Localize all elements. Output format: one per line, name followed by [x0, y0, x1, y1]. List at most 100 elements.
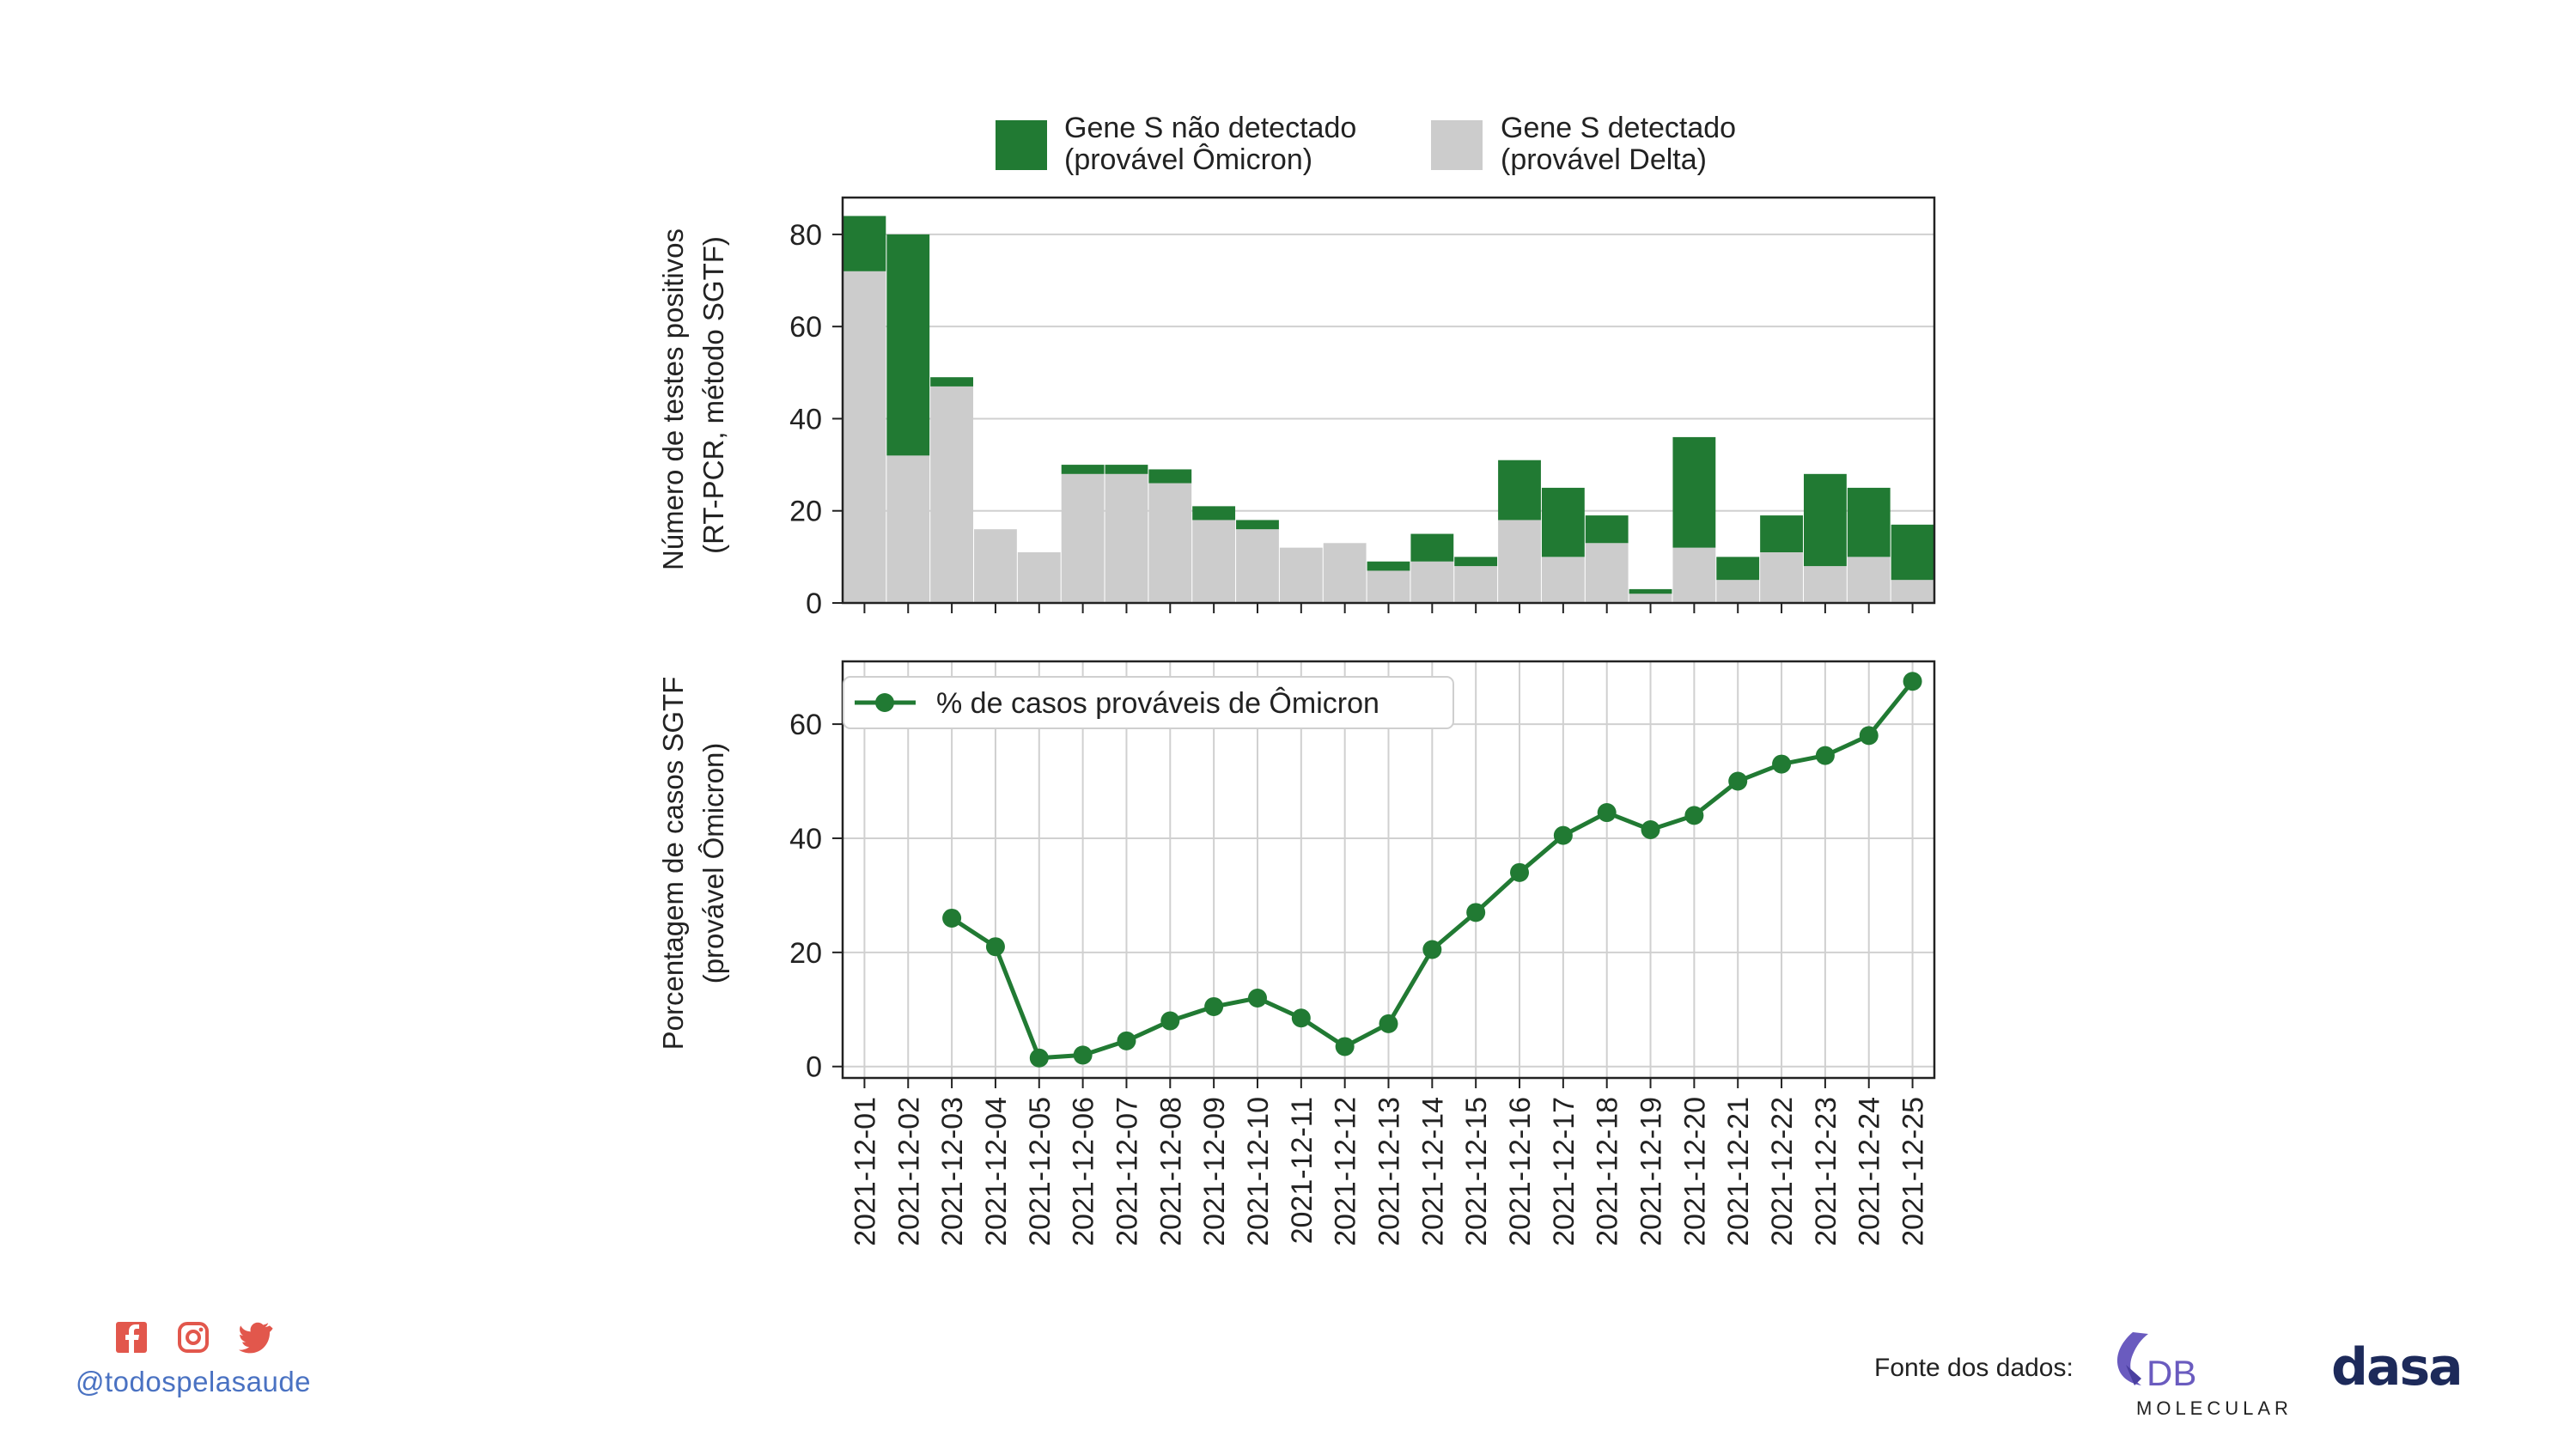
- bar-delta: [930, 386, 974, 603]
- top-ytick-label: 60: [789, 311, 822, 344]
- top-ylabel-line2: (RT-PCR, método SGTF): [697, 236, 729, 554]
- legend-omicron-line2: (provável Ômicron): [1064, 143, 1312, 176]
- bottom-ylabel-line1: Porcentagem de casos SGTF: [657, 677, 689, 1050]
- xtick-label: 2021-12-25: [1897, 1097, 1930, 1246]
- bar-omicron: [1716, 557, 1760, 581]
- bar-delta: [1323, 543, 1367, 603]
- line-point: [1422, 940, 1442, 959]
- xtick-label: 2021-12-12: [1330, 1097, 1362, 1246]
- bar-delta: [843, 271, 886, 603]
- xtick-label: 2021-12-11: [1286, 1097, 1318, 1244]
- legend-line-label: % de casos prováveis de Ômicron: [936, 687, 1379, 720]
- bar-delta: [1105, 473, 1148, 603]
- twitter-icon[interactable]: [239, 1321, 275, 1354]
- bar-delta: [1760, 552, 1803, 603]
- line-point: [1160, 1011, 1180, 1031]
- line-point: [1772, 754, 1792, 774]
- bottom-ytick-label: 60: [789, 709, 822, 741]
- bar-omicron: [843, 216, 886, 271]
- bar-omicron: [1891, 524, 1934, 581]
- top-ytick-label: 0: [806, 588, 822, 620]
- line-point: [1641, 819, 1660, 839]
- line-point: [985, 937, 1005, 957]
- bar-delta: [1367, 570, 1410, 603]
- bar-delta: [1454, 566, 1498, 603]
- line-point: [1597, 803, 1617, 823]
- bar-delta: [1061, 473, 1105, 603]
- bar-omicron: [1847, 487, 1891, 557]
- bar-omicron: [1629, 588, 1672, 594]
- top-ytick-label: 80: [789, 219, 822, 252]
- bar-delta: [1672, 547, 1716, 603]
- xtick-label: 2021-12-15: [1460, 1097, 1493, 1246]
- bar-omicron: [1454, 557, 1498, 567]
- top-legend: Gene S não detectado (provável Ômicron) …: [996, 112, 1736, 176]
- bar-delta: [1629, 594, 1672, 603]
- db-logo-mark-2: [2126, 1365, 2141, 1385]
- instagram-icon[interactable]: [177, 1321, 210, 1354]
- xtick-label: 2021-12-21: [1722, 1097, 1755, 1246]
- xtick-label: 2021-12-04: [980, 1097, 1013, 1246]
- bottom-ylabel-line2: (provável Ômicron): [697, 743, 729, 984]
- xtick-label: 2021-12-24: [1854, 1097, 1886, 1246]
- xtick-label: 2021-12-20: [1678, 1097, 1711, 1246]
- xtick-label: 2021-12-06: [1068, 1097, 1100, 1246]
- bar-omicron: [1760, 515, 1803, 552]
- bar-omicron: [886, 234, 930, 456]
- db-logo-mark: [2116, 1332, 2148, 1385]
- facebook-icon[interactable]: [115, 1321, 148, 1354]
- line-point: [1204, 996, 1224, 1016]
- line-point: [1684, 806, 1704, 825]
- xtick-label: 2021-12-22: [1766, 1097, 1799, 1246]
- data-source-label: Fonte dos dados:: [1874, 1354, 2074, 1382]
- line-point: [1510, 862, 1530, 882]
- db-logo-text: DB: [2147, 1353, 2196, 1393]
- xtick-label: 2021-12-17: [1548, 1097, 1580, 1246]
- line-point: [1859, 726, 1879, 746]
- bottom-legend-box: [843, 676, 1454, 729]
- bottom-legend: % de casos prováveis de Ômicron: [843, 676, 1454, 729]
- line-point: [1291, 1008, 1311, 1028]
- xtick-label: 2021-12-03: [936, 1097, 969, 1246]
- db-logo-subtext: MOLECULAR: [2136, 1397, 2293, 1419]
- line-point: [1335, 1037, 1355, 1056]
- bar-omicron: [1498, 460, 1541, 521]
- legend-omicron-line1: Gene S não detectado: [1064, 112, 1356, 144]
- bar-delta: [1236, 529, 1279, 603]
- xtick-label: 2021-12-08: [1154, 1097, 1187, 1246]
- top-ytick-label: 40: [789, 403, 822, 435]
- dasa-logo: dasa: [2331, 1342, 2463, 1393]
- bar-delta: [1541, 557, 1585, 603]
- xtick-label: 2021-12-02: [892, 1097, 925, 1246]
- top-plot-frame: [841, 196, 1936, 605]
- bar-omicron: [1148, 469, 1192, 484]
- bottom-ytick-label: 40: [789, 823, 822, 855]
- xtick-label: 2021-12-19: [1635, 1097, 1668, 1246]
- line-point: [942, 908, 962, 928]
- bar-omicron: [930, 377, 974, 387]
- bar-delta: [974, 529, 1017, 603]
- bar-omicron: [1192, 506, 1236, 521]
- bar-delta: [1017, 552, 1061, 603]
- xtick-label: 2021-12-05: [1024, 1097, 1057, 1246]
- bar-delta: [1410, 561, 1454, 603]
- xtick-label: 2021-12-10: [1242, 1097, 1275, 1246]
- bar-delta: [1148, 483, 1192, 603]
- bar-delta: [1716, 580, 1760, 603]
- line-point: [1073, 1045, 1093, 1065]
- bar-delta: [1847, 557, 1891, 603]
- bar-delta: [1803, 566, 1847, 603]
- bar-omicron: [1061, 465, 1105, 474]
- bar-omicron: [1672, 436, 1716, 548]
- social-handle[interactable]: @todospelasaude: [76, 1366, 312, 1397]
- legend-delta-line2: (provável Delta): [1501, 143, 1707, 176]
- top-ylabel-line1: Número de testes positivos: [657, 228, 689, 570]
- bar-omicron: [1236, 520, 1279, 530]
- line-point: [1553, 825, 1573, 845]
- dasa-logo-text: dasa: [2331, 1342, 2462, 1393]
- bar-omicron: [1410, 533, 1454, 562]
- social-icon-row: [115, 1321, 350, 1354]
- bar-omicron: [1367, 561, 1410, 571]
- xtick-label: 2021-12-14: [1416, 1097, 1449, 1246]
- social-footer: @todospelasaude: [76, 1321, 350, 1398]
